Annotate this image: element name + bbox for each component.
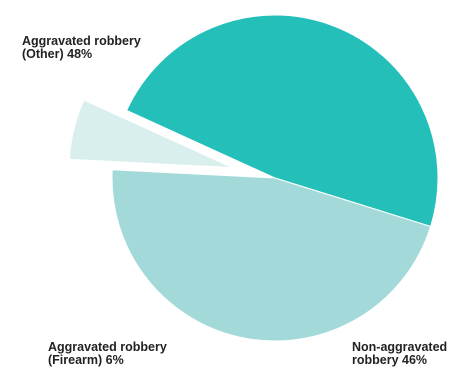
slice-label-non-aggravated: Non-aggravated robbery 46% [352,340,448,367]
slice-aggravated-firearm [68,99,233,169]
slice-non-aggravated [111,169,432,342]
slice-label-aggravated-other: Aggravated robbery (Other) 48% [22,34,141,61]
slice-aggravated-other [126,14,439,228]
slice-label-aggravated-firearm: Aggravated robbery (Firearm) 6% [48,340,167,367]
